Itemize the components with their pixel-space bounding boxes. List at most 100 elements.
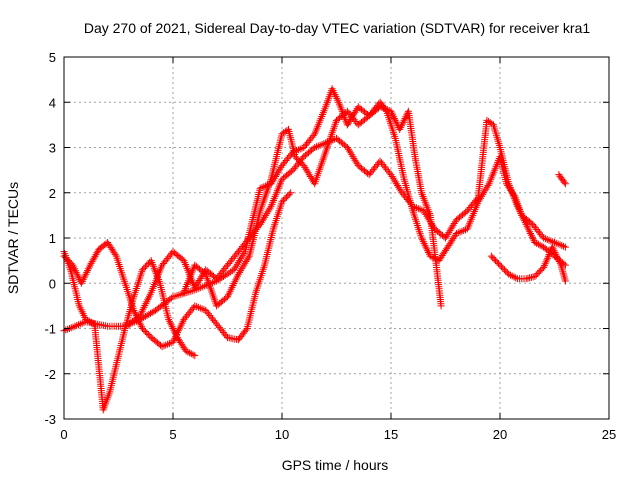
data-point [238, 265, 246, 273]
data-point [533, 239, 541, 247]
data-point [551, 239, 558, 246]
data-point [534, 269, 542, 277]
data-point [378, 104, 386, 111]
data-point [529, 235, 537, 243]
data-point [143, 261, 151, 269]
data-point [313, 143, 320, 151]
data-point [544, 252, 552, 260]
data-point [445, 229, 453, 237]
data-point [231, 264, 239, 272]
data-point [237, 255, 245, 263]
data-point [72, 268, 80, 276]
data-point [450, 220, 458, 227]
data-point [512, 274, 520, 282]
series-track-e [180, 103, 445, 310]
data-point [66, 258, 74, 266]
data-point [311, 144, 319, 151]
y-tick-label: 2 [49, 186, 56, 201]
data-point [318, 141, 326, 148]
data-point [167, 321, 175, 329]
data-point [284, 192, 292, 200]
data-points [60, 85, 569, 414]
series-track-b [60, 248, 199, 414]
data-point [140, 264, 148, 272]
data-point [351, 156, 359, 164]
data-point [525, 226, 533, 234]
data-point [418, 236, 426, 244]
data-point [192, 282, 200, 290]
data-point [389, 111, 397, 119]
data-point [507, 271, 514, 279]
data-point [71, 267, 79, 275]
data-point [397, 124, 405, 132]
data-point [520, 217, 528, 225]
data-point [416, 205, 424, 213]
data-point [490, 255, 498, 263]
data-point [552, 239, 560, 247]
data-point [166, 317, 173, 325]
data-point [532, 271, 540, 279]
data-point [276, 165, 284, 173]
data-point [388, 109, 396, 117]
data-point [547, 237, 555, 245]
data-point [522, 220, 530, 228]
data-point [560, 178, 568, 186]
data-point [70, 263, 78, 271]
data-point [422, 211, 430, 218]
data-point [263, 210, 271, 218]
data-point [262, 211, 270, 219]
data-point [396, 185, 404, 193]
data-point [473, 195, 481, 203]
data-point [560, 242, 568, 250]
axis-ticks: 0 5 10 15 20 25 -3 -2 -1 0 1 2 3 4 5 [44, 50, 616, 442]
data-point [237, 267, 245, 275]
data-point [535, 268, 543, 276]
data-point [167, 294, 175, 302]
data-point [144, 331, 152, 338]
data-point [184, 348, 192, 356]
data-point [84, 265, 92, 273]
data-point [502, 267, 510, 275]
y-tick-label: -1 [44, 322, 56, 337]
data-point [423, 245, 431, 253]
data-point [392, 180, 400, 188]
data-point [136, 319, 144, 327]
data-point [454, 229, 462, 237]
data-point [240, 261, 248, 269]
data-point [482, 185, 490, 193]
data-point [346, 147, 354, 155]
series-track-c [60, 189, 295, 351]
data-point [141, 328, 149, 335]
data-point [484, 182, 492, 189]
data-point [394, 182, 401, 189]
data-point [540, 234, 548, 242]
data-point [352, 106, 360, 114]
data-point [556, 241, 564, 249]
chart-title: Day 270 of 2021, Sidereal Day-to-day VTE… [84, 20, 590, 36]
data-point [71, 265, 78, 273]
data-point [182, 347, 190, 355]
data-point [165, 340, 173, 348]
data-point [82, 270, 90, 278]
data-point [144, 296, 152, 304]
data-point [293, 154, 300, 162]
data-point [425, 249, 432, 256]
data-point [111, 250, 119, 258]
data-point [505, 270, 513, 278]
x-tick-label: 15 [384, 427, 398, 442]
data-point [79, 276, 87, 284]
data-point [144, 260, 152, 268]
data-point [234, 270, 242, 278]
data-point [555, 258, 563, 265]
data-point [389, 174, 397, 182]
data-point [448, 223, 456, 231]
data-point [351, 108, 359, 116]
data-point [78, 319, 86, 327]
data-point [487, 252, 495, 260]
data-point [523, 222, 531, 230]
data-point [67, 324, 75, 332]
data-point [519, 213, 527, 221]
x-tick-label: 5 [169, 427, 176, 442]
data-point [191, 284, 199, 292]
data-point [421, 209, 429, 217]
